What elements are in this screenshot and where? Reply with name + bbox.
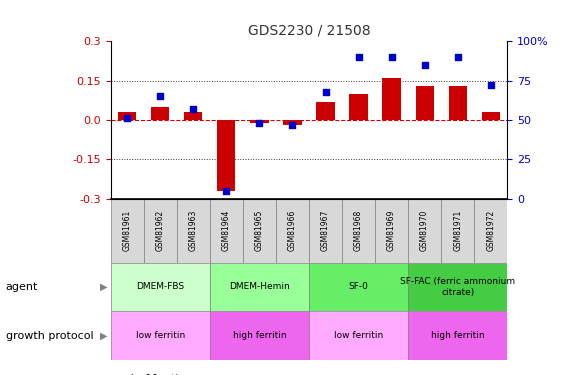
Text: log10 ratio: log10 ratio: [131, 374, 184, 375]
Bar: [416, 86, 434, 120]
Point: [453, 54, 462, 60]
Bar: [375, 199, 408, 262]
Bar: [177, 199, 210, 262]
Bar: [342, 199, 375, 262]
Bar: [151, 107, 170, 120]
Point: [321, 88, 330, 94]
Bar: [309, 262, 408, 311]
Text: GSM81965: GSM81965: [255, 210, 264, 251]
Bar: [111, 199, 144, 262]
Bar: [309, 199, 342, 262]
Point: [420, 62, 429, 68]
Point: [387, 54, 396, 60]
Point: [354, 54, 363, 60]
Bar: [283, 120, 301, 125]
Text: high ferritin: high ferritin: [431, 331, 484, 340]
Text: DMEM-Hemin: DMEM-Hemin: [229, 282, 290, 291]
Bar: [482, 112, 500, 120]
Text: growth protocol: growth protocol: [6, 331, 93, 340]
Point: [486, 82, 496, 88]
Text: GSM81963: GSM81963: [189, 210, 198, 251]
Text: GSM81966: GSM81966: [288, 210, 297, 251]
Bar: [474, 199, 507, 262]
Bar: [118, 112, 136, 120]
Bar: [448, 86, 467, 120]
Text: low ferritin: low ferritin: [136, 331, 185, 340]
Bar: [408, 262, 507, 311]
Text: GSM81962: GSM81962: [156, 210, 165, 251]
Text: low ferritin: low ferritin: [334, 331, 383, 340]
Bar: [210, 199, 243, 262]
Bar: [243, 199, 276, 262]
Point: [288, 122, 297, 128]
Text: DMEM-FBS: DMEM-FBS: [136, 282, 184, 291]
Text: GSM81961: GSM81961: [123, 210, 132, 251]
Text: GSM81972: GSM81972: [486, 210, 495, 251]
Point: [156, 93, 165, 99]
Bar: [317, 102, 335, 120]
Point: [122, 116, 132, 122]
Point: [222, 188, 231, 194]
Bar: [309, 311, 408, 360]
Text: ▶: ▶: [100, 331, 108, 340]
Bar: [276, 199, 309, 262]
Text: GSM81967: GSM81967: [321, 210, 330, 251]
Bar: [408, 311, 507, 360]
Text: high ferritin: high ferritin: [233, 331, 286, 340]
Text: GSM81969: GSM81969: [387, 210, 396, 251]
Point: [189, 106, 198, 112]
Text: GSM81968: GSM81968: [354, 210, 363, 251]
Title: GDS2230 / 21508: GDS2230 / 21508: [248, 23, 370, 37]
Text: GSM81970: GSM81970: [420, 210, 429, 251]
Text: GSM81971: GSM81971: [453, 210, 462, 251]
Bar: [111, 262, 210, 311]
Text: SF-0: SF-0: [349, 282, 368, 291]
Point: [255, 120, 264, 126]
Bar: [217, 120, 236, 191]
Text: ■: ■: [117, 374, 126, 375]
Text: GSM81964: GSM81964: [222, 210, 231, 251]
Bar: [441, 199, 474, 262]
Text: agent: agent: [6, 282, 38, 292]
Bar: [250, 120, 269, 123]
Bar: [184, 112, 202, 120]
Bar: [349, 94, 368, 120]
Bar: [210, 311, 309, 360]
Text: SF-FAC (ferric ammonium
citrate): SF-FAC (ferric ammonium citrate): [400, 277, 515, 297]
Text: ▶: ▶: [100, 282, 108, 292]
Bar: [408, 199, 441, 262]
Bar: [144, 199, 177, 262]
Bar: [210, 262, 309, 311]
Bar: [382, 78, 401, 120]
Bar: [111, 311, 210, 360]
